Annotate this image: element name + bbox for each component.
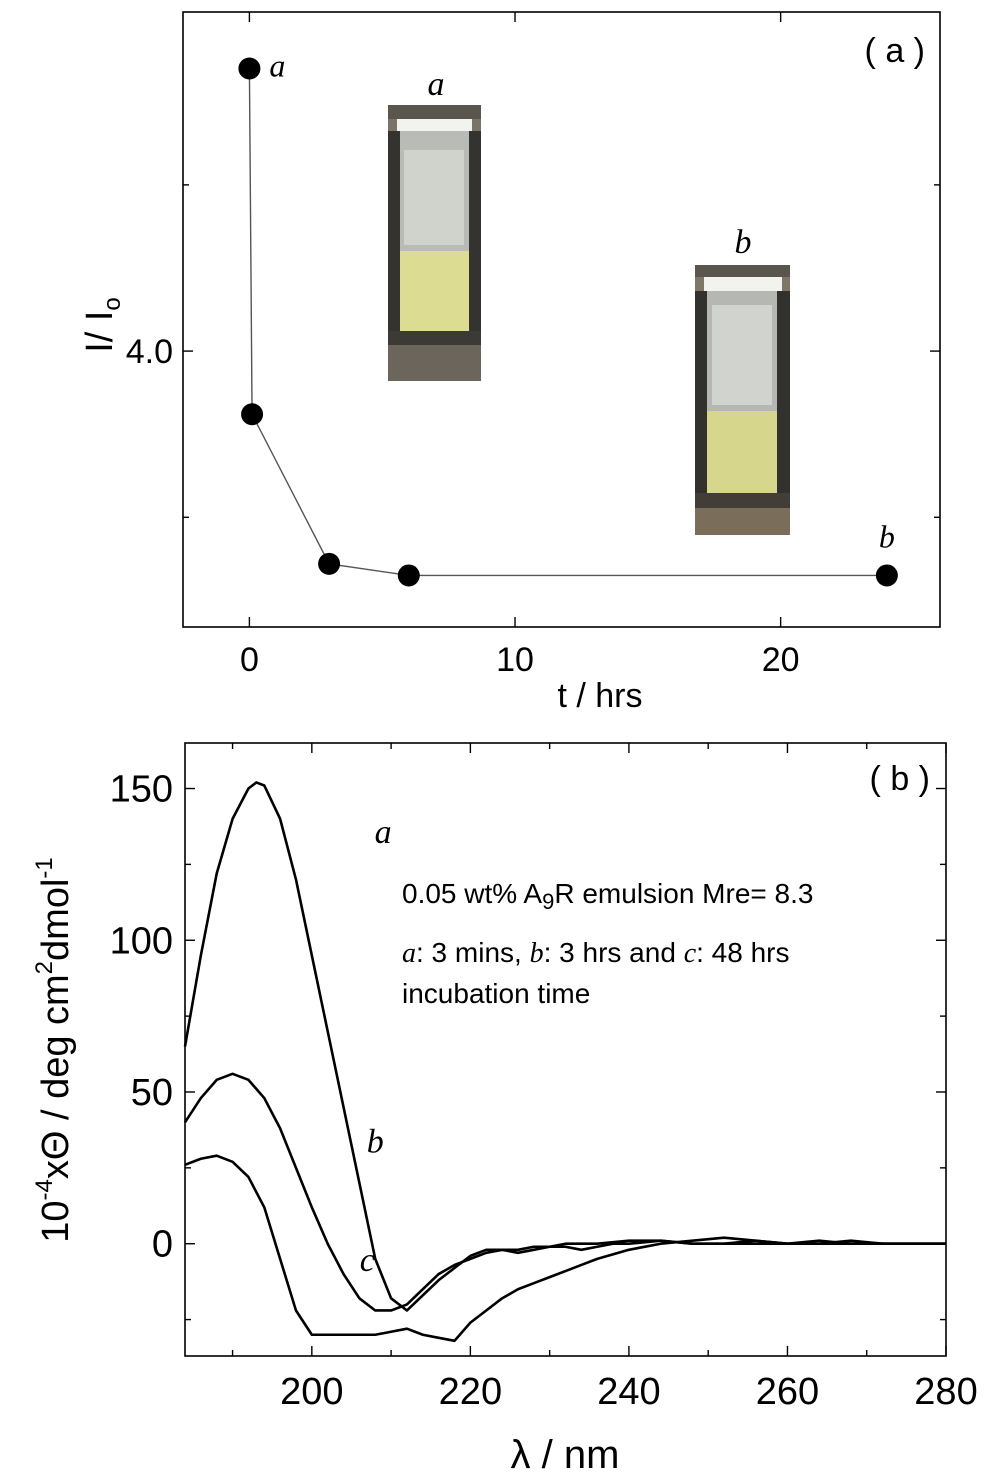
a-series-line bbox=[248, 68, 887, 577]
inset-photo-b bbox=[695, 265, 790, 535]
annotation-line2-t2: : 3 hrs and bbox=[544, 937, 684, 968]
panel-a-ylabel-main: I/ I bbox=[79, 311, 121, 353]
a-data-point bbox=[241, 403, 264, 426]
svg-text:a: 3 mins, b: 3 hrs and c: 48: a: 3 mins, b: 3 hrs and c: 48 hrs bbox=[402, 937, 790, 969]
annotation-line2-t3: : 48 hrs bbox=[696, 937, 789, 968]
b-ytick-label: 0 bbox=[152, 1224, 173, 1266]
panel-b-series bbox=[183, 781, 946, 1343]
panel-b-label: ( b ) bbox=[870, 760, 930, 798]
panel-b-ylabel-e3: -1 bbox=[31, 857, 58, 878]
annotation-line2-b: b bbox=[530, 938, 544, 969]
annotation-line1-sub: 9 bbox=[542, 889, 554, 914]
annotation-line3: incubation time bbox=[402, 978, 590, 1009]
panel-a-yticklabels: 4.0 bbox=[126, 333, 173, 371]
annotation-line2-t1: : 3 mins, bbox=[416, 937, 530, 968]
panel-b-ylabel-e1: -4 bbox=[31, 1179, 58, 1200]
b-xtick-label: 260 bbox=[756, 1371, 819, 1413]
panel-b-frame bbox=[184, 742, 947, 1357]
a-data-point bbox=[238, 57, 261, 80]
a-xtick-label: 20 bbox=[762, 641, 800, 679]
panel-a-ticks bbox=[183, 12, 940, 627]
b-curve-label: a bbox=[375, 814, 392, 851]
b-xtick-label: 220 bbox=[439, 1371, 502, 1413]
b-ytick-label: 150 bbox=[110, 769, 173, 811]
panel-a-xlabel: t / hrs bbox=[557, 677, 642, 715]
inset-label-a: a bbox=[428, 66, 445, 103]
panel-b-xticklabels: 200 220 240 260 280 bbox=[280, 1371, 978, 1413]
a-point-label: a bbox=[269, 48, 285, 84]
panel-a-label: ( a ) bbox=[865, 32, 925, 70]
b-ytick-label: 100 bbox=[110, 920, 173, 962]
panel-a-point-labels: ab bbox=[269, 48, 894, 555]
annotation-line2-c: c bbox=[684, 938, 697, 969]
panel-a-ylabel-sub: o bbox=[99, 297, 126, 310]
b-xtick-label: 200 bbox=[280, 1371, 343, 1413]
a-point-label: b bbox=[879, 518, 895, 554]
annotation-line1-pre: 0.05 wt% A bbox=[402, 878, 542, 909]
panel-b-xlabel: λ / nm bbox=[511, 1433, 620, 1477]
panel-b-ylabel-e2: 2 bbox=[31, 961, 58, 974]
panel-b-yticklabels: 0 50 100 150 bbox=[110, 769, 173, 1266]
panel-b-ylabel-p2: xΘ / deg cm bbox=[35, 974, 77, 1179]
a-ytick-label: 4.0 bbox=[126, 333, 173, 371]
panel-b-annotation: 0.05 wt% A9R emulsion Mre= 8.3 a: 3 mins… bbox=[402, 878, 813, 1009]
svg-text:I/ Io: I/ Io bbox=[79, 297, 126, 353]
svg-text:0.05 wt% A9R emulsion Mre= 8.3: 0.05 wt% A9R emulsion Mre= 8.3 bbox=[402, 878, 813, 914]
b-ytick-label: 50 bbox=[131, 1072, 173, 1114]
panel-b-ticks bbox=[185, 743, 947, 1356]
b-series-a bbox=[183, 781, 946, 1312]
a-data-point bbox=[875, 564, 898, 587]
panel-a-frame bbox=[182, 11, 941, 628]
panel-a-ylabel: I/ Io bbox=[79, 297, 126, 353]
panel-b: ( b ) 200 220 240 260 280 0 50 100 150 λ / nm 1… bbox=[31, 742, 978, 1477]
svg-text:10-4xΘ / deg cm2dmol-1: 10-4xΘ / deg cm2dmol-1 bbox=[31, 857, 77, 1243]
b-series-b bbox=[183, 1072, 946, 1312]
panel-a-series bbox=[238, 57, 898, 587]
panel-a-xticklabels: 0 10 20 bbox=[240, 641, 800, 679]
b-xtick-label: 240 bbox=[597, 1371, 660, 1413]
panel-b-curve-labels: a b c bbox=[360, 814, 392, 1279]
b-xtick-label: 280 bbox=[914, 1371, 977, 1413]
b-curve-label: b bbox=[367, 1124, 384, 1161]
panel-b-ylabel-p3: dmol bbox=[35, 879, 77, 961]
a-data-point bbox=[318, 552, 341, 575]
inset-label-b: b bbox=[735, 224, 752, 261]
panel-a: ( a ) 0 10 20 4.0 t / hrs I/ Io a bbox=[79, 11, 941, 715]
b-series-c bbox=[184, 1154, 946, 1343]
b-curve-label: c bbox=[360, 1242, 375, 1279]
annotation-line1-post: R emulsion Mre= 8.3 bbox=[554, 878, 813, 909]
a-xtick-label: 10 bbox=[496, 641, 534, 679]
annotation-line2-a: a bbox=[402, 938, 416, 969]
inset-photo-a bbox=[388, 105, 481, 381]
panel-b-ylabel-p1: 10 bbox=[35, 1200, 77, 1242]
a-xtick-label: 0 bbox=[240, 641, 259, 679]
panel-b-ylabel: 10-4xΘ / deg cm2dmol-1 bbox=[31, 857, 77, 1243]
a-data-point bbox=[397, 564, 420, 587]
